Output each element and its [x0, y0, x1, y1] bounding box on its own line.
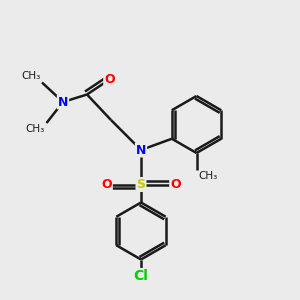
Text: Cl: Cl	[134, 269, 148, 283]
Text: CH₃: CH₃	[21, 71, 40, 81]
Text: N: N	[136, 143, 146, 157]
Text: O: O	[104, 73, 115, 86]
Text: O: O	[170, 178, 181, 191]
Text: O: O	[101, 178, 112, 191]
Text: N: N	[58, 95, 68, 109]
Text: S: S	[136, 178, 146, 191]
Text: CH₃: CH₃	[26, 124, 45, 134]
Text: CH₃: CH₃	[198, 171, 217, 181]
